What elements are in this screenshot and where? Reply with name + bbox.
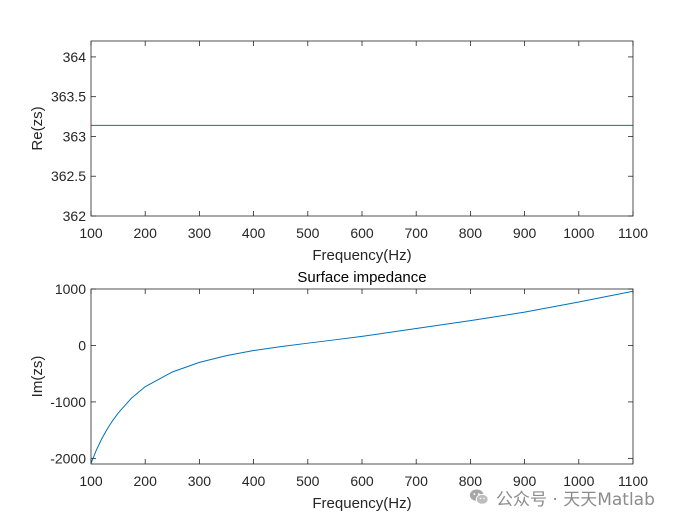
y-tick-label: 364 [63, 49, 87, 65]
x-tick-label: 1000 [563, 473, 594, 489]
x-tick-label: 400 [242, 225, 266, 241]
plot-area-imaginary [90, 290, 634, 464]
x-tick-label: 300 [188, 225, 212, 241]
watermark-text: 公众号 · 天天Matlab [496, 489, 655, 510]
y-tick-label: -2000 [50, 450, 86, 466]
watermark: 公众号 · 天天Matlab [468, 484, 655, 510]
x-tick-label: 100 [79, 473, 103, 489]
y-tick-label: 362.5 [51, 168, 86, 184]
x-ticks-real: 100 200 300 400 500 600 700 800 900 1000 1100 [79, 41, 648, 241]
chart-title: Surface impedance [297, 269, 426, 286]
y-tick-label: 363.5 [51, 89, 86, 105]
axes-imaginary-part: Surface impedance 100 200 300 400 500 600 700 8… [29, 269, 648, 512]
x-tick-label: 300 [188, 473, 212, 489]
x-tick-label: 600 [350, 225, 374, 241]
wechat-icon [469, 489, 489, 505]
x-tick-label: 100 [79, 225, 103, 241]
x-tick-label: 200 [134, 225, 158, 241]
y-tick-label: 363 [63, 128, 87, 144]
y-tick-label: -1000 [50, 394, 86, 410]
series-line-1-0 [90, 290, 634, 464]
x-axis-label-imaginary: Frequency(Hz) [312, 495, 411, 512]
y-ticks-imaginary: -2000 -1000 0 1000 [50, 281, 633, 466]
x-axis-label-real: Frequency(Hz) [312, 247, 411, 264]
y-axis-label-real: Re(zs) [29, 106, 46, 150]
x-tick-label: 700 [405, 473, 429, 489]
x-tick-label: 1100 [618, 473, 648, 489]
x-tick-label: 800 [459, 473, 483, 489]
x-tick-label: 800 [459, 225, 483, 241]
x-tick-label: 900 [513, 225, 537, 241]
y-tick-label: 0 [78, 337, 86, 353]
y-ticks-real: 362 362.5 363 363.5 364 [51, 49, 633, 224]
x-tick-label: 1000 [563, 225, 594, 241]
x-tick-label: 1100 [618, 225, 648, 241]
x-tick-label: 400 [242, 473, 266, 489]
y-tick-label: 362 [63, 208, 87, 224]
x-tick-label: 900 [513, 473, 537, 489]
x-tick-label: 600 [350, 473, 374, 489]
x-tick-label: 700 [405, 225, 429, 241]
y-axis-label-imaginary: Im(zs) [29, 356, 46, 398]
x-tick-label: 500 [296, 225, 320, 241]
x-ticks-imaginary: 100 200 300 400 500 600 700 800 900 1000 1100 [79, 289, 648, 489]
x-tick-label: 200 [134, 473, 158, 489]
axes-real-part: 100 200 300 400 500 600 700 800 900 1000 1100 3623… [29, 40, 648, 264]
y-tick-label: 1000 [55, 281, 86, 297]
x-tick-label: 500 [296, 473, 320, 489]
